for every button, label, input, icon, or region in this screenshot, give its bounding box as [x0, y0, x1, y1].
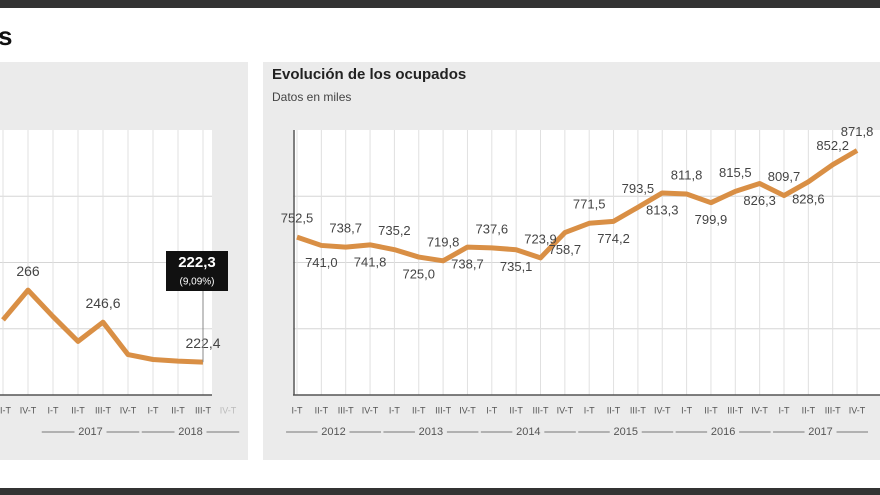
- x-tick-label: III-T: [95, 405, 111, 415]
- x-tick-label: II-T: [315, 405, 329, 415]
- value-label: 719,8: [427, 234, 460, 249]
- value-label: 266: [16, 263, 40, 279]
- year-label: 2017: [78, 426, 102, 438]
- value-label: 737,6: [476, 221, 509, 236]
- value-label: 738,7: [329, 221, 362, 236]
- value-label: 758,7: [549, 242, 582, 257]
- value-label: 813,3: [646, 202, 679, 217]
- year-label: 2012: [321, 426, 345, 438]
- year-label: 2016: [711, 426, 735, 438]
- bottom-bar: [0, 488, 880, 495]
- x-tick-label: IV-T: [20, 405, 37, 415]
- x-tick-label: I-T: [148, 405, 159, 415]
- top-bar: [0, 0, 880, 8]
- value-label: 809,7: [768, 169, 801, 184]
- x-tick-label: II-T: [412, 405, 426, 415]
- value-label: 815,5: [719, 165, 752, 180]
- x-tick-label: IV-T: [654, 405, 671, 415]
- x-tick-label: II-T: [607, 405, 621, 415]
- value-label: 723,9: [524, 231, 557, 246]
- x-tick-label: IV-T: [751, 405, 768, 415]
- value-label: 752,5: [281, 211, 314, 226]
- x-tick-label: III-T: [435, 405, 451, 415]
- value-label: 738,7: [451, 257, 484, 272]
- x-tick-label: II-T: [704, 405, 718, 415]
- x-tick-label: I-T: [48, 405, 59, 415]
- value-label: 741,0: [305, 255, 338, 270]
- x-tick-label: II-T: [171, 405, 185, 415]
- value-label: 852,2: [816, 138, 849, 153]
- callout-value: 222,3: [178, 254, 216, 271]
- value-label: 246,6: [85, 295, 120, 311]
- x-tick-label: IV-T: [459, 405, 476, 415]
- x-tick-label: I-T: [486, 405, 497, 415]
- year-label: 2018: [178, 426, 202, 438]
- data-line: [1, 287, 204, 365]
- x-tick-label: III-T: [727, 405, 743, 415]
- value-label: 828,6: [792, 191, 825, 206]
- callout-note: (9,09%): [179, 277, 214, 288]
- value-label: 771,5: [573, 197, 606, 212]
- value-label: 811,8: [671, 167, 703, 182]
- x-tick-label: IV-T: [220, 405, 237, 415]
- value-label: 774,2: [597, 231, 630, 246]
- value-label: 826,3: [743, 193, 776, 208]
- x-tick-label: IV-T: [362, 405, 379, 415]
- value-label: 871,8: [841, 124, 874, 139]
- year-label: 2013: [419, 426, 443, 438]
- x-tick-label: I-T: [779, 405, 790, 415]
- x-tick-label: III-T: [0, 405, 11, 415]
- value-label: 799,9: [695, 212, 728, 227]
- header-title: s: [0, 21, 12, 51]
- callout-box: [166, 251, 228, 291]
- x-tick-label: I-T: [681, 405, 692, 415]
- value-label: 741,8: [354, 254, 387, 269]
- data-line: [296, 148, 859, 264]
- year-label: 2017: [808, 426, 832, 438]
- x-tick-label: III-T: [533, 405, 549, 415]
- value-label: 735,1: [500, 259, 533, 274]
- x-tick-label: I-T: [292, 405, 303, 415]
- x-tick-label: II-T: [71, 405, 85, 415]
- x-tick-label: IV-T: [849, 405, 866, 415]
- x-tick-label: II-T: [802, 405, 816, 415]
- x-tick-label: IV-T: [557, 405, 574, 415]
- x-tick-label: III-T: [195, 405, 211, 415]
- value-label: 735,2: [378, 223, 411, 238]
- x-tick-label: III-T: [825, 405, 841, 415]
- year-label: 2014: [516, 426, 540, 438]
- year-label: 2015: [613, 426, 637, 438]
- chart-subtitle: Datos en miles: [272, 90, 351, 104]
- x-tick-label: I-T: [389, 405, 400, 415]
- value-label: 725,0: [402, 266, 435, 281]
- chart-title: Evolución de los ocupados: [272, 66, 466, 83]
- x-tick-label: I-T: [584, 405, 595, 415]
- value-label: 793,5: [622, 181, 655, 196]
- x-tick-label: II-T: [509, 405, 523, 415]
- x-tick-label: IV-T: [120, 405, 137, 415]
- x-tick-label: III-T: [338, 405, 354, 415]
- x-tick-label: III-T: [630, 405, 646, 415]
